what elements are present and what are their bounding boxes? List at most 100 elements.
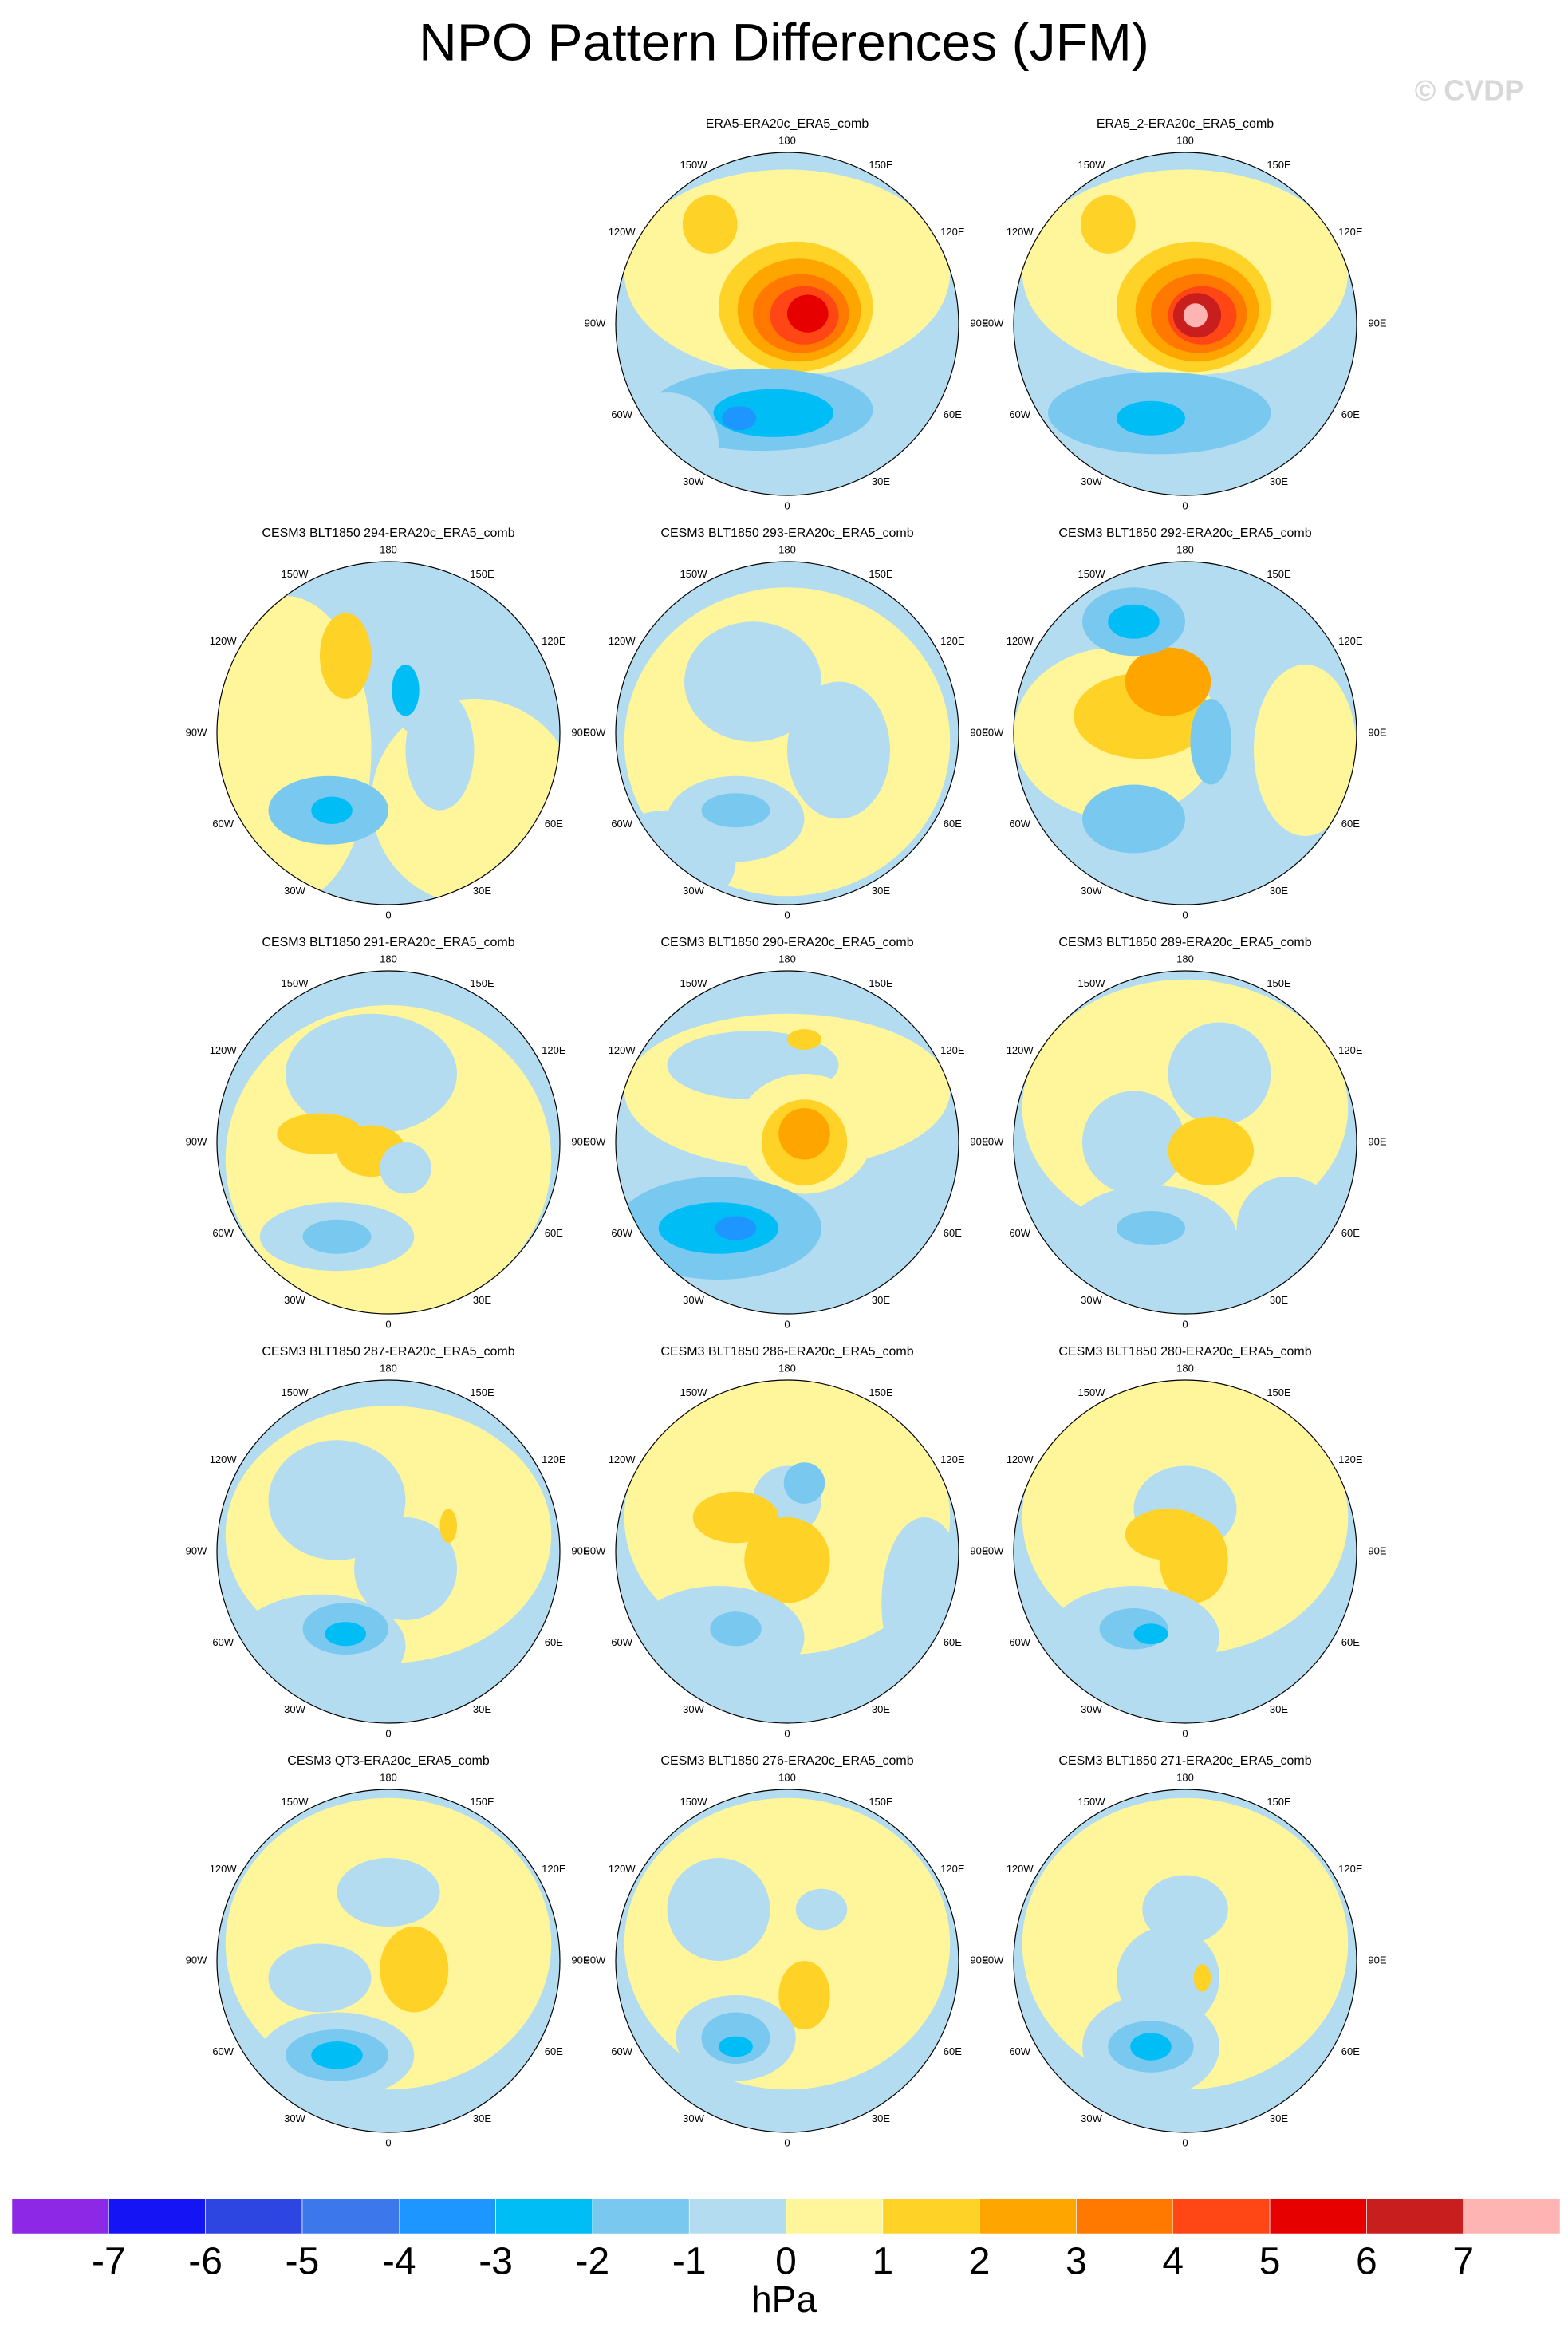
contour-region [405, 690, 475, 811]
contour-region [1159, 1517, 1228, 1603]
longitude-label: 150E [1267, 1796, 1291, 1808]
panel-title: ERA5_2-ERA20c_ERA5_comb [1097, 117, 1274, 131]
contour-region [320, 613, 372, 699]
longitude-label: 90W [585, 1954, 606, 1966]
longitude-label: 180 [1176, 1771, 1194, 1783]
contour-region [1082, 1091, 1185, 1194]
contour-region [1168, 1022, 1271, 1126]
longitude-label: 150W [282, 1796, 309, 1808]
longitude-label: 90W [983, 1135, 1004, 1147]
longitude-label: 90W [186, 1135, 207, 1147]
longitude-label: 90W [186, 1954, 207, 1966]
longitude-label: 150E [1267, 977, 1291, 989]
longitude-label: 0 [1182, 1318, 1188, 1330]
panel-title: CESM3 BLT1850 276-ERA20c_ERA5_comb [660, 1754, 913, 1768]
longitude-label: 60W [212, 1227, 234, 1239]
map-panel: CESM3 BLT1850 294-ERA20c_ERA5_comb 180 150… [186, 527, 590, 921]
field [1014, 971, 1357, 1314]
field [616, 152, 959, 495]
contour-region [795, 1888, 848, 1931]
contour-region [778, 1961, 830, 2029]
map-panel: CESM3 BLT1850 290-ERA20c_ERA5_comb 180 150… [585, 936, 989, 1330]
longitude-label: 0 [784, 1318, 790, 1330]
contour-region [268, 1440, 406, 1560]
longitude-label: 180 [1176, 134, 1194, 146]
longitude-label: 30W [284, 1703, 305, 1715]
contour-region [783, 1462, 825, 1504]
colorbar-box [301, 2198, 400, 2234]
contour-region [787, 681, 890, 819]
colorbar-box [592, 2198, 690, 2234]
longitude-label: 150E [869, 977, 893, 989]
longitude-label: 180 [778, 134, 796, 146]
panel-title: CESM3 BLT1850 293-ERA20c_ERA5_comb [660, 527, 913, 540]
longitude-label: 90E [970, 726, 988, 738]
longitude-label: 60E [545, 818, 563, 830]
longitude-label: 30W [284, 885, 305, 897]
longitude-label: 120W [1007, 1453, 1034, 1465]
longitude-label: 120E [940, 1453, 965, 1465]
colorbar-box [11, 2198, 109, 2234]
longitude-label: 30E [872, 1703, 890, 1715]
contour-region [715, 1216, 757, 1240]
longitude-label: 0 [784, 499, 790, 511]
longitude-label: 30E [1270, 1294, 1288, 1306]
colorbar-tick-label: -3 [479, 2241, 513, 2283]
colorbar-tick-label: 1 [872, 2241, 893, 2283]
longitude-label: 150E [869, 1796, 893, 1808]
longitude-label: 90W [585, 726, 606, 738]
map-panel: CESM3 BLT1850 276-ERA20c_ERA5_comb 180 150… [585, 1754, 989, 2148]
map-panel: ERA5_2-ERA20c_ERA5_comb 180 150E 120E 90E 60E… [983, 117, 1387, 511]
longitude-label: 90E [571, 1544, 589, 1556]
colorbar-box [786, 2198, 884, 2234]
panel-title: ERA5-ERA20c_ERA5_comb [706, 117, 869, 131]
colorbar-box [1076, 2198, 1173, 2234]
longitude-label: 150E [1267, 1386, 1291, 1398]
colorbar-tick-label: 6 [1356, 2241, 1377, 2283]
longitude-label: 0 [1182, 1727, 1188, 1739]
longitude-label: 120W [210, 1863, 238, 1875]
field [1014, 562, 1357, 905]
longitude-label: 150W [282, 1386, 309, 1398]
longitude-label: 30E [1270, 2112, 1288, 2124]
longitude-label: 150E [1267, 568, 1291, 580]
map-border [1013, 1789, 1357, 2133]
contour-region [1080, 195, 1136, 254]
contour-region [1254, 665, 1357, 836]
contour-region [311, 796, 353, 824]
longitude-label: 150W [680, 1386, 708, 1398]
longitude-label: 120W [210, 635, 238, 647]
longitude-label: 60E [1341, 818, 1360, 830]
longitude-label: 60W [212, 2045, 234, 2057]
contour-region [302, 1219, 372, 1254]
longitude-label: 120W [210, 1044, 238, 1056]
longitude-label: 0 [385, 2136, 391, 2148]
colorbar-tick-label: 7 [1452, 2241, 1474, 2283]
colorbar-box [688, 2198, 786, 2234]
contour-region [719, 2036, 753, 2057]
panel-title: CESM3 BLT1850 271-ERA20c_ERA5_comb [1058, 1754, 1311, 1768]
field [217, 971, 560, 1314]
longitude-label: 60W [1009, 408, 1030, 420]
longitude-label: 90W [186, 1544, 207, 1556]
contour-region [701, 793, 770, 828]
longitude-label: 30W [1081, 2112, 1102, 2124]
contour-region [371, 699, 560, 905]
contour-region [1125, 647, 1211, 716]
contour-region [1168, 1116, 1254, 1185]
longitude-label: 30E [872, 885, 890, 897]
longitude-label: 120E [542, 635, 566, 647]
figure-title: NPO Pattern Differences (JFM) [419, 12, 1149, 71]
contour-region [684, 621, 821, 742]
longitude-label: 30W [284, 2112, 305, 2124]
panel-title: CESM3 BLT1850 286-ERA20c_ERA5_comb [660, 1345, 913, 1359]
colorbar-tick-label: 3 [1066, 2241, 1087, 2283]
map-border [615, 152, 959, 496]
watermark: © CVDP [1415, 74, 1524, 107]
colorbar-tick-label: -2 [576, 2241, 610, 2283]
colorbar-box [979, 2198, 1077, 2234]
longitude-label: 150W [1078, 1386, 1106, 1398]
map-border [1013, 152, 1357, 496]
contour-region [722, 406, 757, 431]
longitude-label: 120E [940, 226, 965, 238]
